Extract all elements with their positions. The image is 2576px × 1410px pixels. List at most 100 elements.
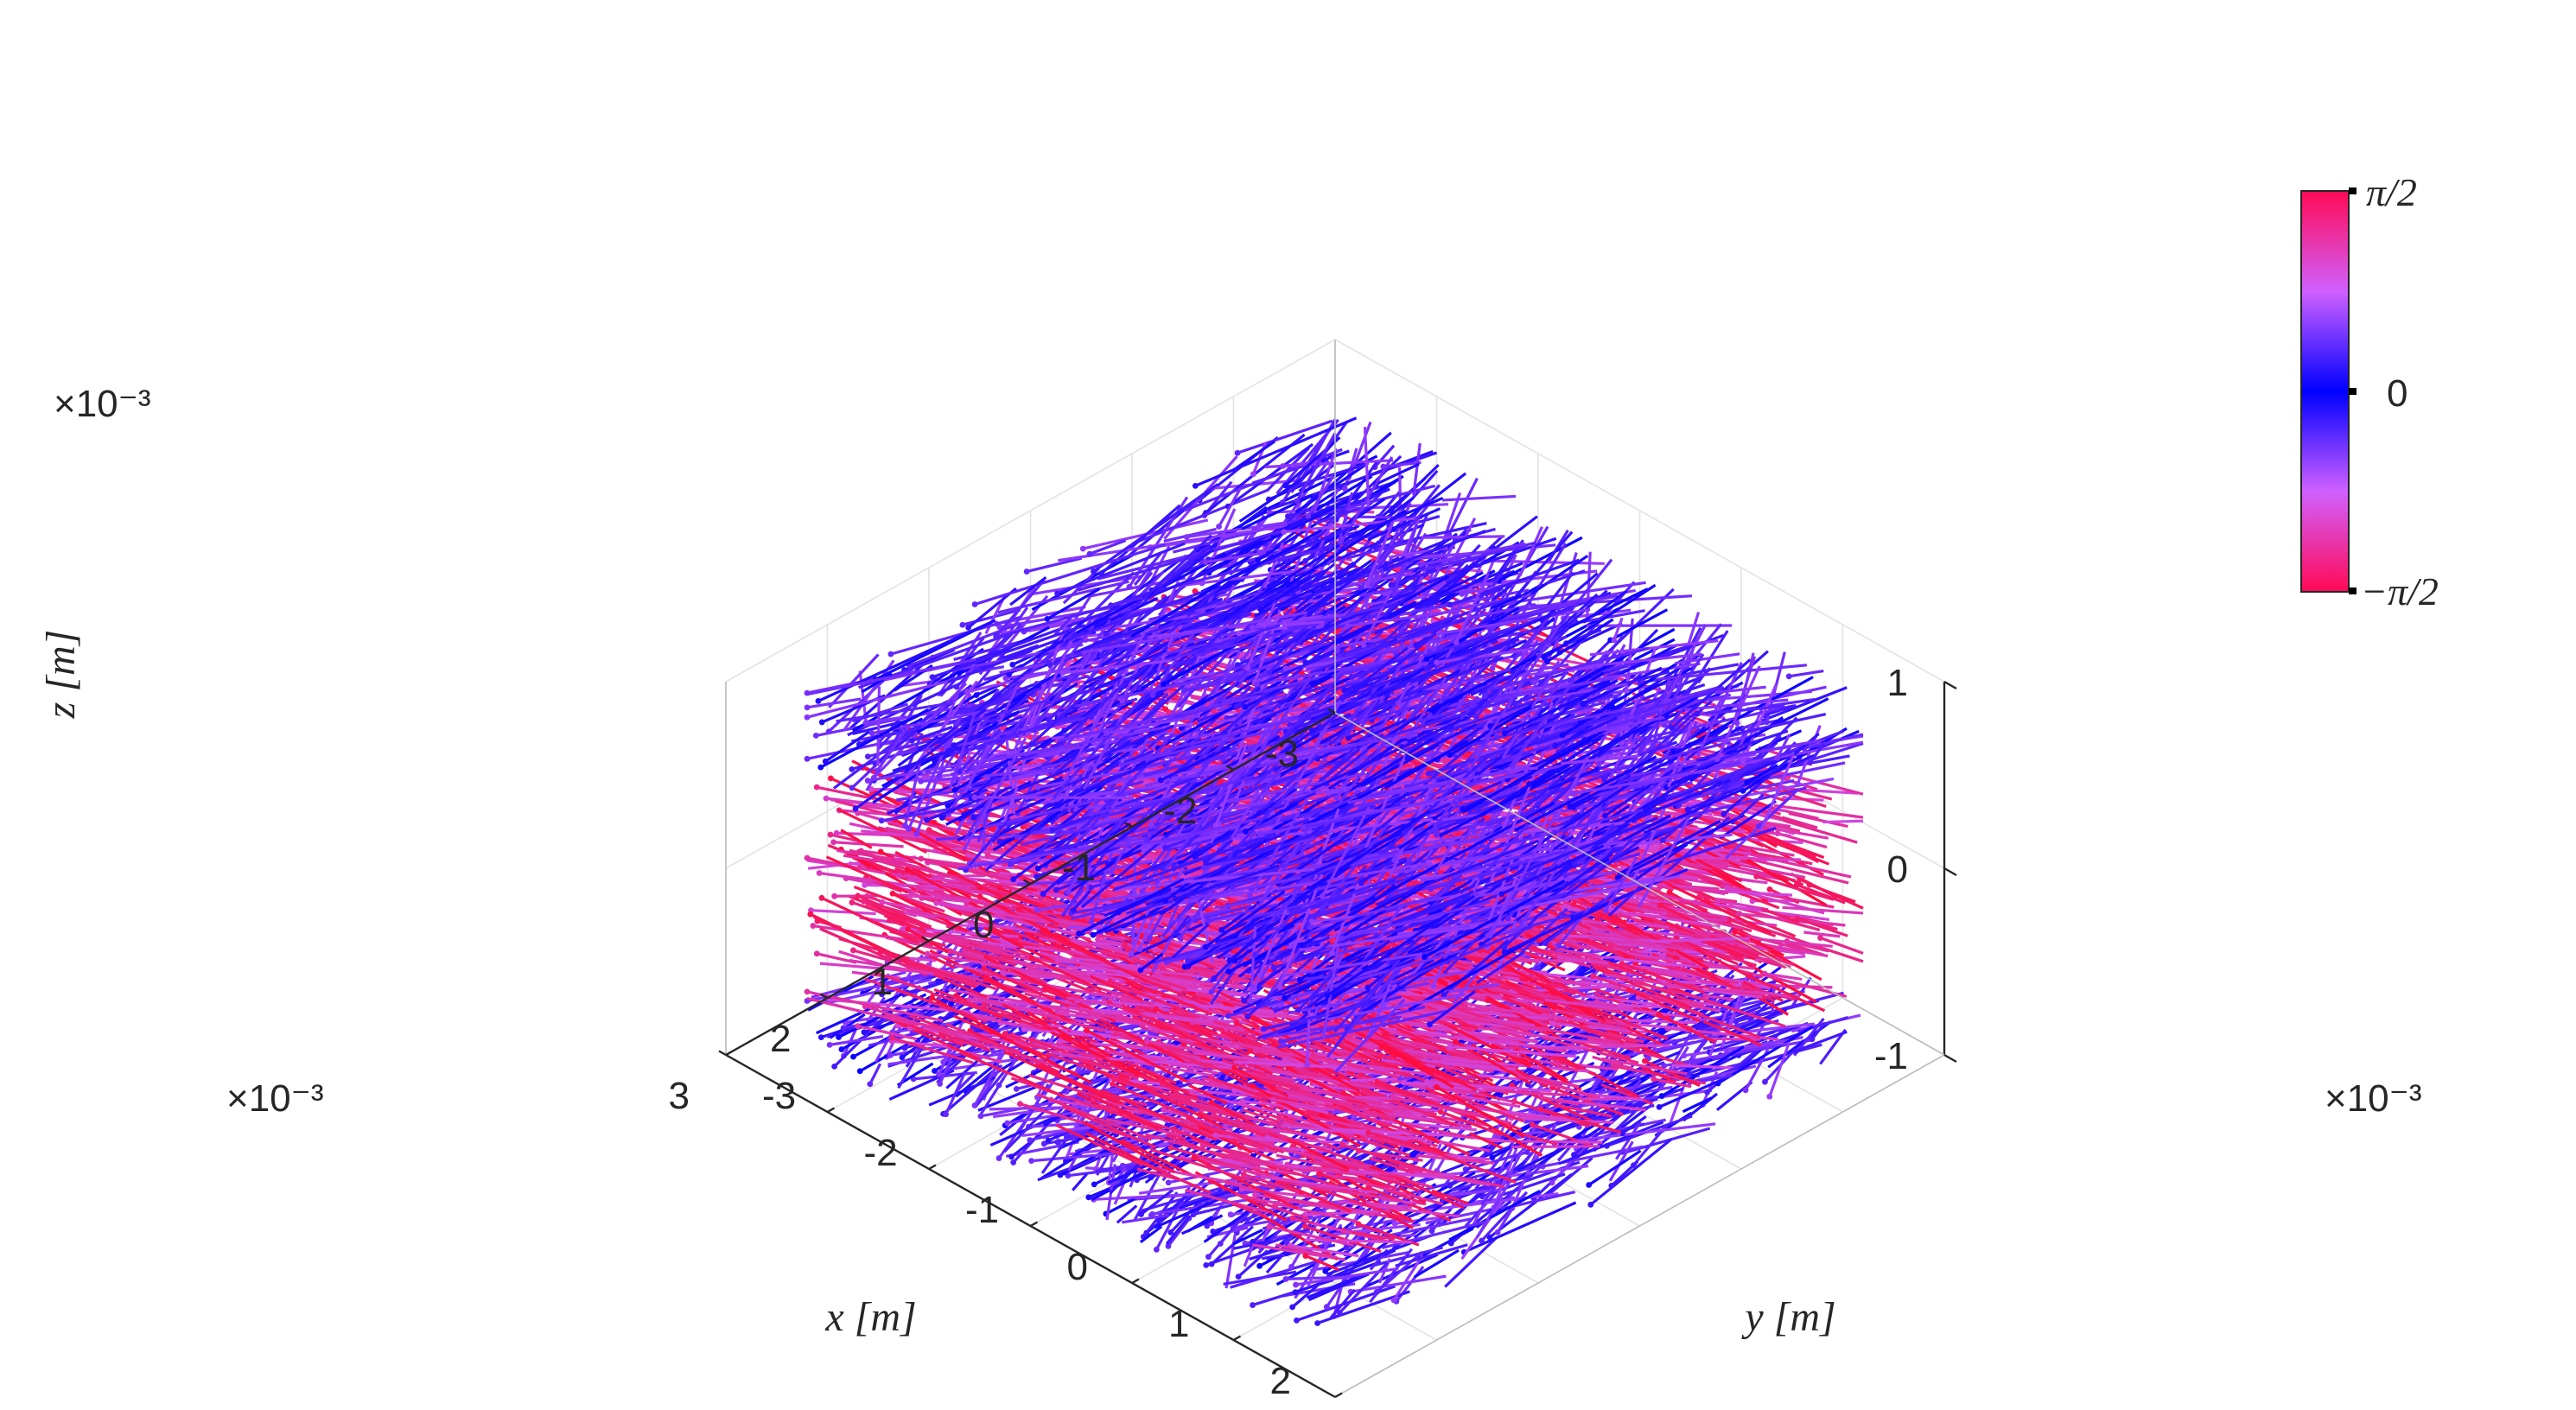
fiber-endpoint — [1190, 1211, 1197, 1217]
fiber-endpoint — [826, 1041, 833, 1048]
fiber-endpoint — [817, 1034, 824, 1041]
fiber-segments — [804, 416, 1864, 1326]
fiber-segment — [1476, 1180, 1511, 1238]
fiber-endpoint — [1479, 1237, 1485, 1244]
fiber-endpoint — [1109, 1081, 1116, 1088]
fiber-endpoint — [1539, 1163, 1546, 1170]
fiber-endpoint — [1538, 1094, 1544, 1101]
fiber-segment — [1040, 1134, 1072, 1174]
fiber-endpoint — [862, 881, 868, 888]
fiber-endpoint — [1817, 935, 1823, 941]
fiber-endpoint — [1063, 1158, 1069, 1165]
fiber-segment — [989, 1105, 1096, 1111]
fiber-endpoint — [1210, 1229, 1217, 1235]
fiber-endpoint — [1155, 1217, 1162, 1224]
fiber-endpoint — [1529, 1121, 1536, 1128]
fiber-endpoint — [850, 1053, 856, 1060]
fiber-segment — [1810, 1021, 1827, 1040]
fiber-segment — [1498, 1165, 1589, 1179]
fiber-endpoint — [1656, 1104, 1663, 1110]
fiber-endpoint — [1203, 1261, 1210, 1268]
fiber-segment — [1621, 1115, 1647, 1135]
fiber-endpoint — [1658, 1093, 1665, 1099]
fiber-segment — [1619, 1040, 1695, 1058]
fiber-segment — [1796, 1030, 1848, 1052]
fiber-segment — [1381, 1129, 1451, 1178]
fiber-endpoint — [1292, 1289, 1299, 1296]
fiber-endpoint — [833, 829, 840, 836]
fiber-endpoint — [935, 978, 941, 985]
fiber-endpoint — [1766, 886, 1773, 892]
fiber-segment — [1111, 1083, 1195, 1120]
fiber-segment — [1657, 1089, 1713, 1099]
fiber-segment — [859, 1042, 910, 1073]
fiber-segment — [1733, 1028, 1785, 1075]
fiber-endpoint — [995, 1155, 1002, 1161]
fiber-segment — [897, 1043, 926, 1089]
fiber-segment — [1768, 1041, 1791, 1097]
fiber-endpoint — [1256, 1262, 1263, 1269]
fiber-segment — [1543, 1157, 1593, 1199]
fiber-segment — [1496, 1207, 1514, 1234]
fiber-endpoint — [901, 1045, 908, 1051]
fiber-endpoint — [937, 1081, 944, 1087]
fiber-segment — [1140, 1189, 1174, 1216]
fiber-endpoint — [831, 892, 838, 899]
fiber-endpoint — [1013, 1086, 1020, 1092]
fiber-endpoint — [879, 991, 885, 998]
fiber-segment — [1181, 1214, 1224, 1235]
fiber-endpoint — [971, 1102, 978, 1108]
fiber-endpoint — [948, 1000, 954, 1007]
fiber-endpoint — [1008, 1153, 1014, 1160]
fiber-segment — [1488, 1172, 1573, 1239]
fiber-segment — [1661, 1045, 1745, 1097]
fiber-segment — [1154, 1197, 1221, 1229]
fiber-endpoint — [1428, 1228, 1435, 1235]
fiber-endpoint — [1587, 1201, 1594, 1208]
fiber-segment — [1698, 1074, 1733, 1083]
fiber-endpoint — [1167, 1229, 1174, 1235]
fiber-segment — [1451, 1163, 1542, 1192]
fiber-segment — [1440, 1178, 1472, 1197]
fiber-endpoint — [1065, 1172, 1072, 1179]
fiber-segment — [1392, 1254, 1424, 1301]
fiber-segment — [1307, 1273, 1370, 1302]
fiber-segment — [1707, 1037, 1760, 1041]
fiber-endpoint — [849, 899, 855, 905]
fiber-endpoint — [1593, 999, 1600, 1005]
fiber-segment — [1010, 1131, 1045, 1159]
fiber-segment — [1132, 674, 1179, 695]
fiber-endpoint — [1217, 1241, 1224, 1247]
fiber-endpoint — [1681, 1052, 1688, 1059]
fiber-segment — [1193, 1203, 1236, 1216]
fiber-endpoint — [1390, 1297, 1397, 1304]
fiber-endpoint — [1138, 1211, 1144, 1217]
fiber-segment — [955, 1062, 998, 1098]
fiber-segment — [1243, 1245, 1255, 1267]
fiber-endpoint — [887, 1052, 894, 1058]
fiber-endpoint — [943, 1111, 949, 1118]
fiber-endpoint — [1314, 1320, 1320, 1326]
fiber-endpoint — [929, 994, 935, 1001]
fiber-segment — [1367, 1186, 1452, 1223]
fiber-endpoint — [810, 923, 817, 929]
fiber-segment — [1610, 1160, 1639, 1187]
fiber-endpoint — [1165, 1179, 1172, 1186]
fiber-endpoint — [1294, 1317, 1300, 1324]
fiber-endpoint — [1289, 1215, 1296, 1222]
fiber-segment — [1329, 1288, 1356, 1319]
fiber-segment — [1608, 1140, 1634, 1182]
fiber-segment — [1498, 1172, 1566, 1197]
fiber-endpoint — [1040, 1140, 1047, 1147]
fiber-segment — [1142, 1084, 1249, 1097]
fiber-endpoint — [1165, 1242, 1172, 1249]
fiber-endpoint — [813, 784, 820, 791]
fiber-endpoint — [823, 795, 830, 802]
fiber-endpoint — [1085, 1194, 1092, 1201]
fiber-endpoint — [1447, 1240, 1454, 1247]
fiber-endpoint — [827, 775, 834, 782]
fiber-endpoint — [1010, 1159, 1017, 1165]
fiber-endpoint — [1793, 1047, 1799, 1054]
fiber-endpoint — [1642, 1058, 1648, 1064]
grid-line-z-wall-x — [1334, 339, 1945, 683]
